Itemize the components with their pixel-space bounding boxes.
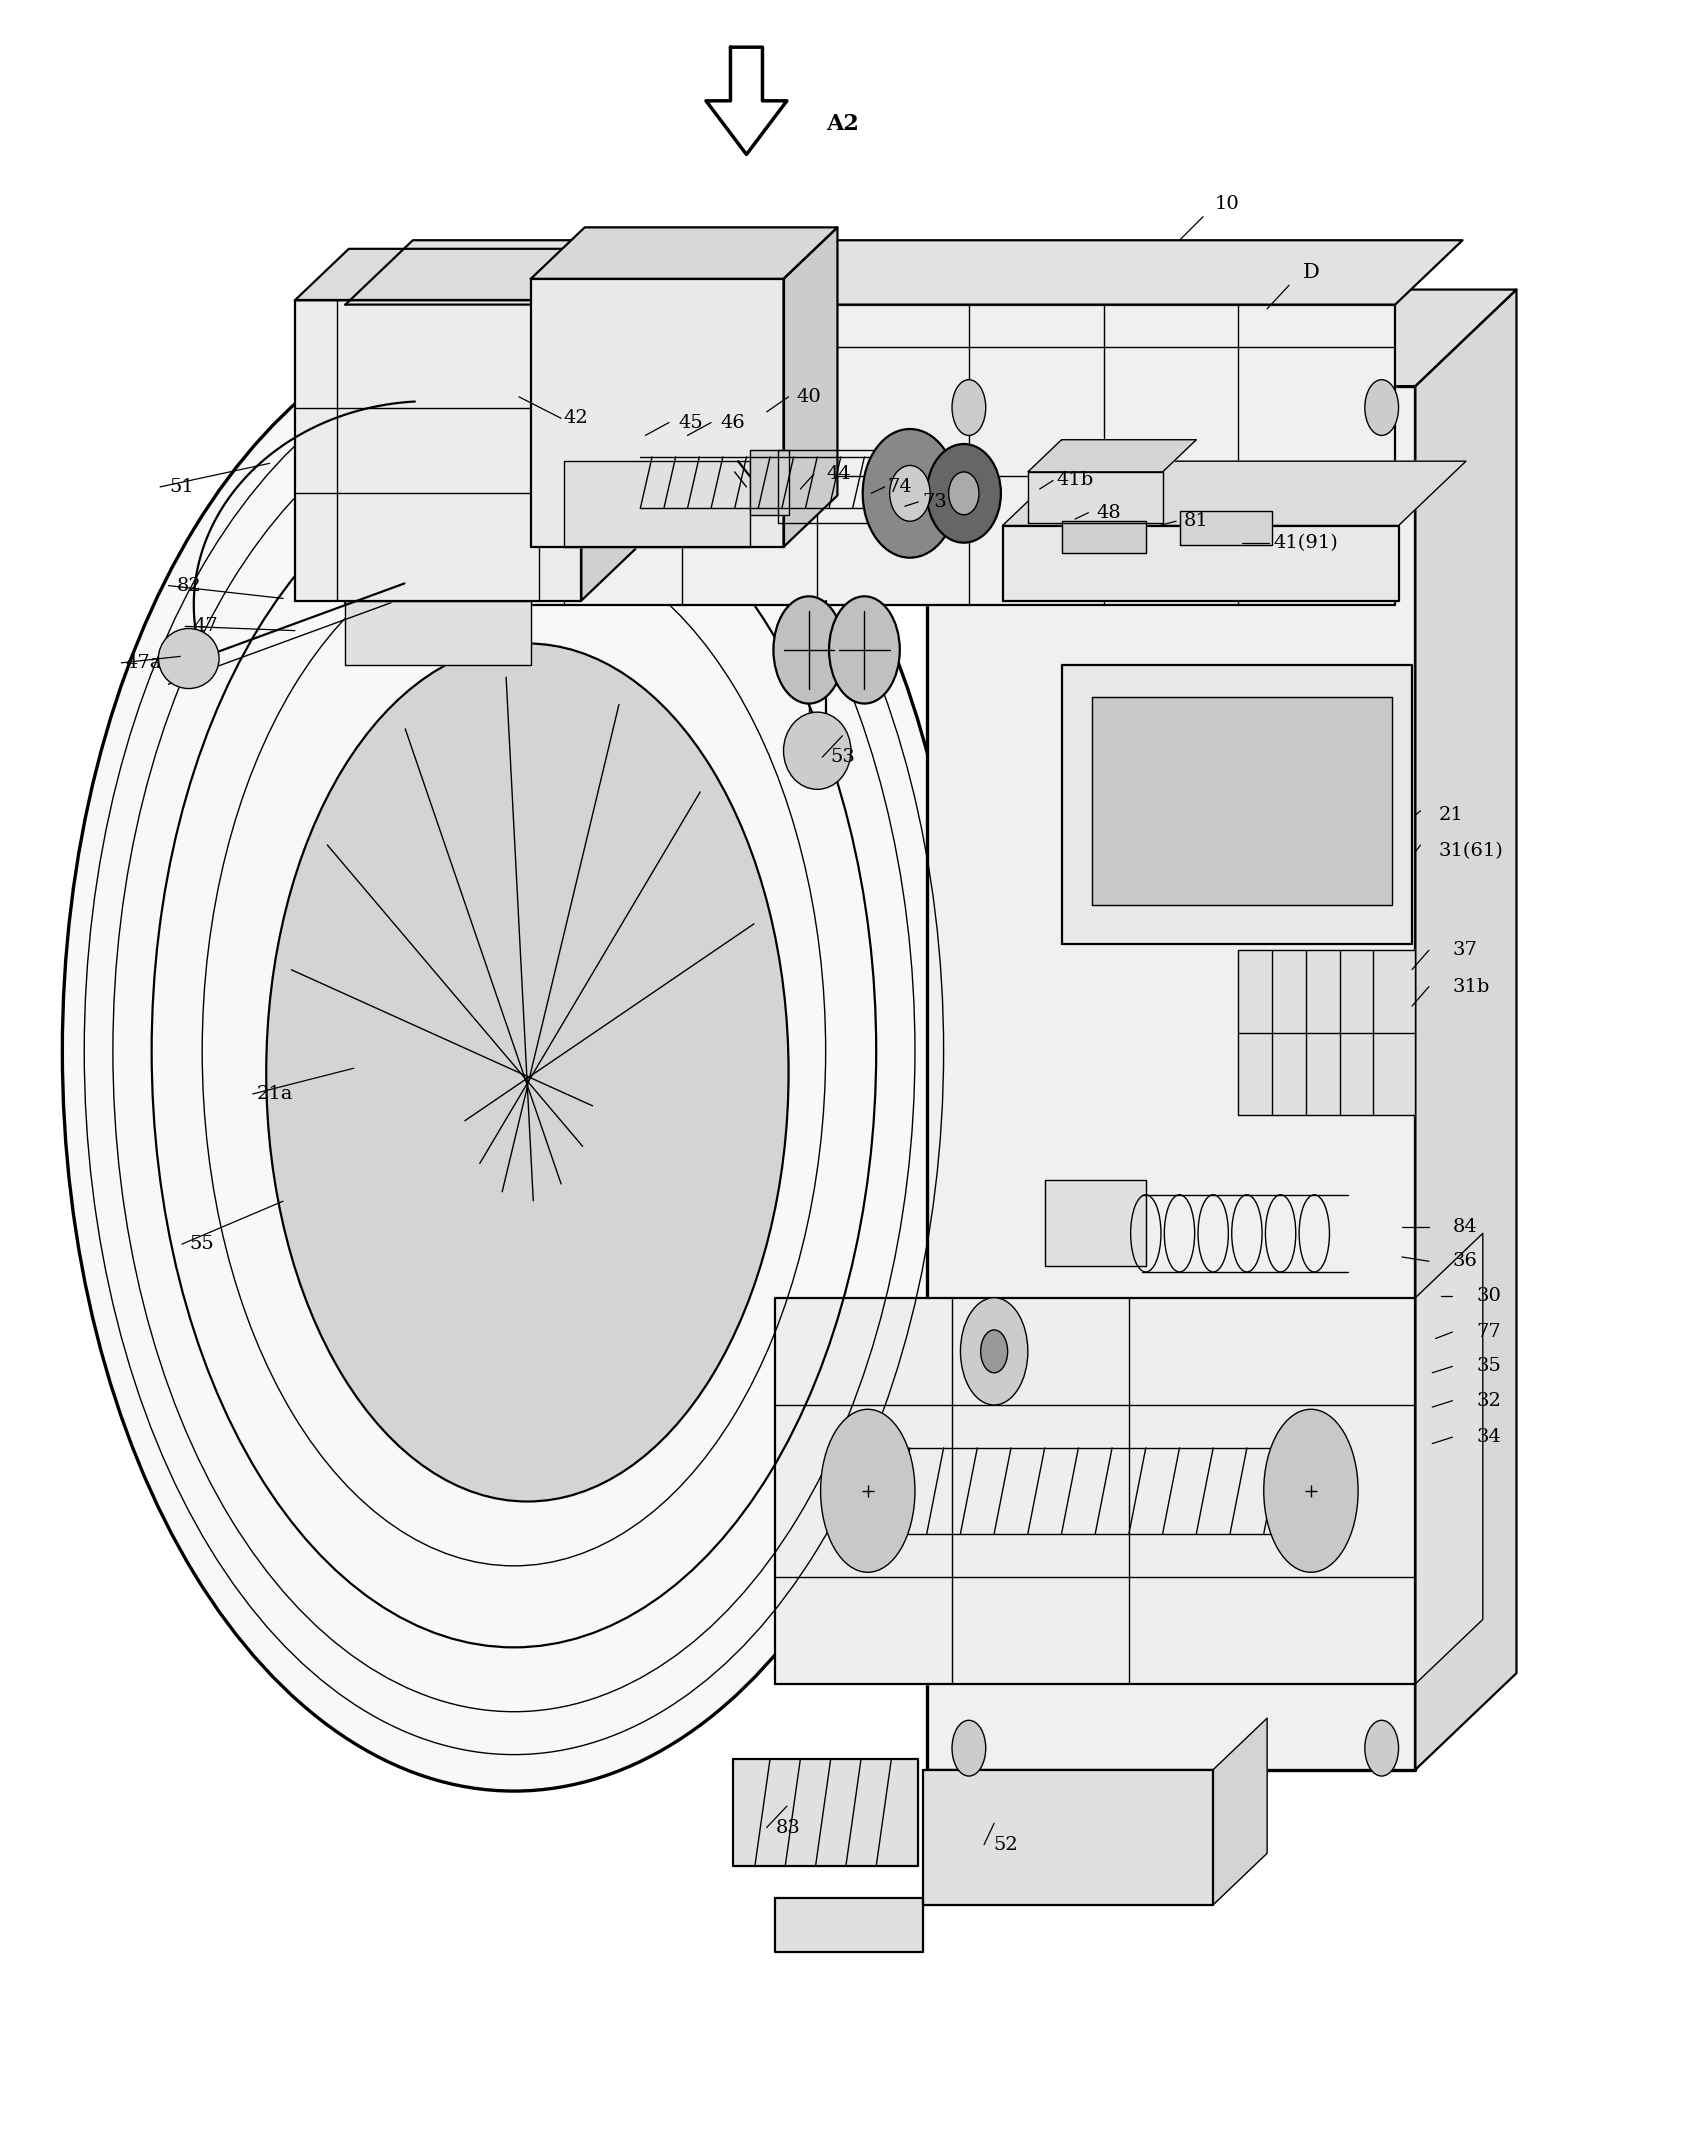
Text: 73: 73 bbox=[923, 493, 947, 511]
Ellipse shape bbox=[960, 1298, 1028, 1405]
Ellipse shape bbox=[62, 311, 966, 1791]
Ellipse shape bbox=[829, 596, 900, 704]
Polygon shape bbox=[295, 249, 635, 300]
Ellipse shape bbox=[1365, 1720, 1399, 1776]
Text: 47a: 47a bbox=[125, 654, 162, 671]
Polygon shape bbox=[784, 227, 837, 547]
Text: 35: 35 bbox=[1476, 1358, 1501, 1375]
Ellipse shape bbox=[1264, 1409, 1358, 1572]
Polygon shape bbox=[1028, 472, 1163, 523]
Polygon shape bbox=[1092, 697, 1392, 905]
Text: 41(91): 41(91) bbox=[1274, 534, 1338, 551]
Ellipse shape bbox=[981, 1330, 1008, 1373]
Text: 55: 55 bbox=[190, 1236, 214, 1253]
Polygon shape bbox=[1003, 526, 1399, 601]
Text: 53: 53 bbox=[831, 749, 854, 766]
Text: 34: 34 bbox=[1476, 1429, 1501, 1446]
Text: 41b: 41b bbox=[1056, 472, 1094, 489]
Text: 32: 32 bbox=[1476, 1392, 1501, 1409]
Polygon shape bbox=[1028, 440, 1196, 472]
Polygon shape bbox=[1415, 1233, 1483, 1684]
Text: 36: 36 bbox=[1452, 1253, 1478, 1270]
Polygon shape bbox=[564, 461, 750, 547]
Text: 42: 42 bbox=[564, 410, 588, 427]
Polygon shape bbox=[1062, 665, 1412, 944]
Polygon shape bbox=[923, 1770, 1213, 1905]
Text: 81: 81 bbox=[1185, 513, 1208, 530]
Text: 46: 46 bbox=[721, 414, 745, 431]
Text: 10: 10 bbox=[1215, 195, 1238, 212]
Ellipse shape bbox=[266, 644, 789, 1502]
Polygon shape bbox=[1180, 511, 1272, 545]
Ellipse shape bbox=[1365, 380, 1399, 435]
Polygon shape bbox=[1062, 521, 1146, 553]
Ellipse shape bbox=[821, 1409, 915, 1572]
Polygon shape bbox=[927, 386, 1415, 1770]
Text: 31(61): 31(61) bbox=[1439, 843, 1503, 860]
Polygon shape bbox=[1415, 290, 1516, 1770]
Polygon shape bbox=[1003, 461, 1466, 526]
Text: 37: 37 bbox=[1452, 942, 1478, 959]
Ellipse shape bbox=[773, 596, 844, 704]
Text: 21: 21 bbox=[1439, 807, 1464, 824]
Polygon shape bbox=[295, 300, 581, 601]
Polygon shape bbox=[775, 1898, 923, 1952]
Polygon shape bbox=[1045, 1180, 1146, 1266]
Text: 74: 74 bbox=[888, 478, 912, 495]
Text: 48: 48 bbox=[1097, 504, 1121, 521]
Polygon shape bbox=[531, 227, 837, 279]
Polygon shape bbox=[750, 450, 789, 515]
Text: 44: 44 bbox=[827, 465, 851, 483]
Text: 51: 51 bbox=[170, 478, 194, 495]
Polygon shape bbox=[733, 1759, 918, 1866]
Polygon shape bbox=[345, 305, 1395, 605]
Text: 82: 82 bbox=[177, 577, 201, 594]
Text: 77: 77 bbox=[1476, 1323, 1501, 1341]
Text: A2: A2 bbox=[826, 114, 859, 135]
Polygon shape bbox=[345, 601, 531, 665]
Polygon shape bbox=[927, 290, 1516, 386]
Polygon shape bbox=[775, 1298, 1415, 1684]
Text: 83: 83 bbox=[777, 1819, 800, 1836]
Text: 40: 40 bbox=[797, 388, 821, 405]
Ellipse shape bbox=[952, 1720, 986, 1776]
Ellipse shape bbox=[952, 380, 986, 435]
Ellipse shape bbox=[863, 429, 957, 558]
Text: 45: 45 bbox=[679, 414, 703, 431]
Polygon shape bbox=[531, 279, 784, 547]
Polygon shape bbox=[345, 240, 1463, 305]
Text: D: D bbox=[1303, 264, 1319, 281]
Ellipse shape bbox=[784, 712, 851, 789]
Text: 30: 30 bbox=[1476, 1287, 1501, 1304]
Polygon shape bbox=[1238, 950, 1415, 1115]
Ellipse shape bbox=[927, 444, 1001, 543]
Text: 31b: 31b bbox=[1452, 978, 1490, 995]
Polygon shape bbox=[581, 249, 635, 601]
Text: 47: 47 bbox=[194, 618, 217, 635]
Ellipse shape bbox=[158, 628, 219, 689]
Ellipse shape bbox=[949, 472, 979, 515]
Polygon shape bbox=[706, 47, 787, 154]
Text: 84: 84 bbox=[1452, 1218, 1478, 1236]
Text: 52: 52 bbox=[994, 1836, 1018, 1853]
Ellipse shape bbox=[890, 465, 930, 521]
Polygon shape bbox=[1213, 1718, 1267, 1905]
Text: 21a: 21a bbox=[256, 1085, 293, 1103]
